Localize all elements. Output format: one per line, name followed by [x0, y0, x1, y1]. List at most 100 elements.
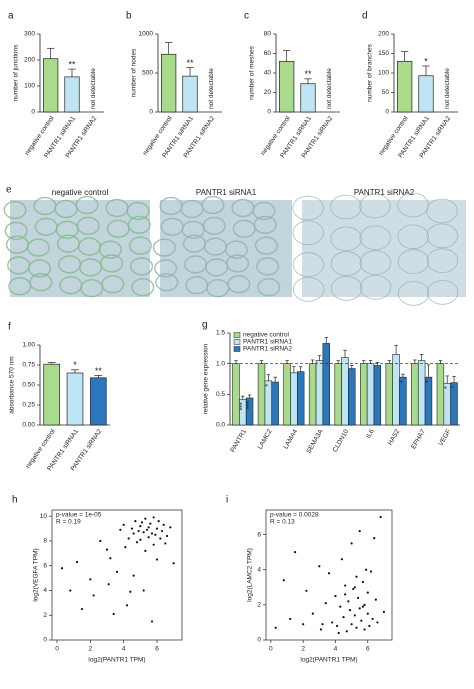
tube-network: [292, 220, 324, 246]
significance: **: [186, 58, 194, 68]
panel-label: f: [8, 322, 11, 333]
tube-network: [426, 280, 459, 305]
point: [142, 589, 145, 592]
y-tick-label: 100: [24, 83, 35, 90]
point: [140, 521, 144, 524]
point: [363, 628, 366, 631]
plot-frame: [265, 509, 393, 641]
y-axis-label: number of junctions: [13, 44, 20, 101]
point: [363, 603, 366, 606]
point: [107, 583, 110, 586]
significance: *: [451, 385, 458, 388]
point: [345, 630, 348, 633]
panel-label: a: [8, 11, 14, 22]
tube-network: [330, 276, 363, 301]
point: [293, 551, 297, 554]
y-axis-label: absorbance 570 nm: [9, 356, 16, 413]
point: [150, 620, 154, 623]
point: [154, 533, 157, 536]
tube-network: [98, 240, 122, 259]
point: [361, 605, 365, 608]
point: [127, 537, 130, 540]
tube-network: [75, 195, 99, 215]
bar: [245, 397, 254, 426]
point: [365, 568, 368, 571]
tube-network: [292, 195, 324, 221]
point: [360, 619, 363, 622]
bar: [418, 75, 434, 113]
legend-label: negative control: [243, 332, 289, 339]
y-tick-label: 0: [267, 109, 271, 116]
y-tick-label: 20: [264, 89, 272, 96]
point: [373, 537, 376, 540]
bar: [322, 343, 330, 426]
panel-label: i: [226, 495, 228, 506]
point: [327, 572, 331, 575]
point: [132, 532, 135, 535]
bar: [424, 376, 433, 426]
point: [109, 557, 112, 560]
bar: [385, 363, 394, 426]
point: [340, 558, 344, 561]
bar: [417, 360, 426, 426]
bar: [90, 377, 107, 426]
point: [302, 623, 305, 626]
bar: [366, 363, 375, 426]
point: [129, 590, 132, 593]
x-tick-label: 4: [334, 646, 338, 653]
legend-swatch: [233, 346, 241, 352]
bar: [436, 363, 445, 426]
tube-network: [127, 215, 151, 234]
y-axis-label: relative gene expression: [203, 343, 210, 414]
tube-network: [256, 257, 280, 276]
point: [274, 626, 277, 629]
bar: [348, 368, 356, 426]
point: [122, 523, 125, 526]
point: [144, 549, 147, 552]
bar: [279, 60, 295, 113]
na-label: not detectable: [208, 68, 215, 109]
y-tick-label: 200: [24, 57, 35, 64]
point: [69, 589, 72, 592]
x-tick-label: LAMC2: [257, 428, 274, 451]
point: [331, 621, 334, 624]
panel-label: e: [6, 185, 12, 196]
point: [172, 562, 175, 565]
panel-label: g: [202, 320, 208, 331]
point: [337, 631, 340, 635]
bar: [64, 76, 80, 113]
legend-label: PANTR1 siRNA1: [243, 339, 292, 346]
y-axis-label: number of meshes: [249, 45, 256, 100]
point: [115, 570, 119, 574]
na-label: not detectable: [326, 68, 333, 109]
point: [139, 538, 142, 541]
tube-network: [426, 248, 459, 273]
point: [164, 542, 167, 545]
na-label: not detectable: [90, 68, 97, 109]
x-tick-label: 0: [269, 646, 273, 653]
point: [112, 612, 115, 616]
point: [321, 623, 324, 626]
annotation: p-value = 1e-05: [56, 512, 102, 519]
tube-network: [130, 257, 154, 276]
y-tick-label: 1.00: [22, 342, 35, 349]
tube-network: [397, 249, 430, 274]
tube-network: [359, 193, 391, 219]
tube-network: [202, 216, 226, 235]
y-axis-label: number of nodes: [131, 48, 138, 98]
point: [124, 546, 127, 549]
tube-network: [397, 224, 429, 250]
y-tick-label: 0: [43, 637, 47, 644]
x-tick-label: 2: [301, 646, 305, 653]
x-tick-label: IL6: [365, 428, 376, 440]
plot-frame: [51, 509, 183, 641]
point: [319, 628, 323, 631]
significance: **: [304, 69, 312, 79]
point: [160, 529, 164, 533]
panel-label: d: [362, 11, 368, 22]
y-tick-label: 4: [257, 566, 261, 573]
x-axis-label: log2(PANTR1 TPM): [300, 657, 357, 664]
y-tick-label: 0.0: [216, 422, 225, 429]
tube-network: [426, 198, 458, 224]
